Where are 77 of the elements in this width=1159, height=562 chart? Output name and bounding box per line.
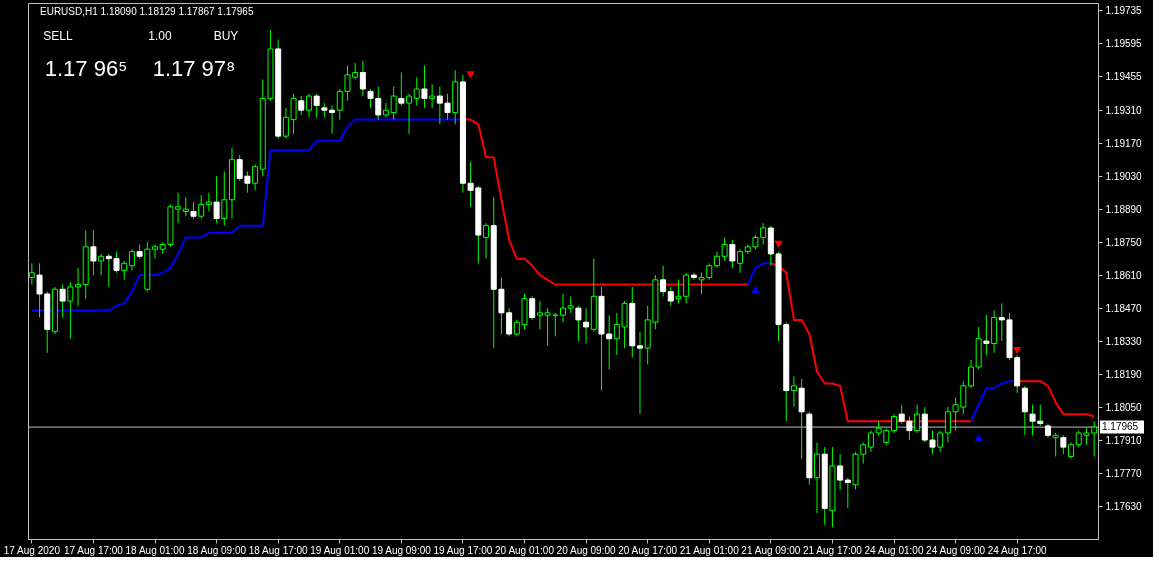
annotation: SELL <box>43 29 73 43</box>
candlestick <box>75 267 82 307</box>
y-tick-label: 1.19455 <box>1105 70 1143 82</box>
candlestick <box>583 307 590 344</box>
y-tick-label: 1.19170 <box>1105 137 1143 149</box>
annotation: BUY <box>213 29 239 43</box>
annotation: 1.17 96⁵ <box>44 56 128 81</box>
point <box>974 434 983 442</box>
x-tick-label: 20 Aug 09:00 <box>556 544 616 556</box>
candlestick <box>305 93 312 118</box>
candlestick <box>406 93 413 135</box>
candlestick <box>914 404 921 434</box>
candlestick <box>67 281 74 340</box>
candlestick <box>28 262 35 286</box>
candlestick <box>221 170 228 227</box>
candlestick <box>560 293 566 323</box>
candlestick <box>737 248 744 274</box>
chart-title: EURUSD,H1 1.18090 1.18129 1.17867 1.17965 <box>40 6 254 17</box>
x-tick-label: 24 Aug 09:00 <box>926 544 986 556</box>
candlestick <box>359 60 366 97</box>
x-tick-label: 20 Aug 01:00 <box>495 544 555 556</box>
candlestick <box>429 83 436 109</box>
candlestick <box>128 248 135 271</box>
point <box>1012 346 1022 355</box>
candlestick <box>937 430 944 453</box>
candlestick <box>483 222 490 260</box>
y-tick-label: 1.19595 <box>1105 37 1143 49</box>
y-tick-label: 1.17910 <box>1105 434 1143 446</box>
x-tick-label: 21 Aug 01:00 <box>679 544 740 556</box>
ref-line-label: 1.17965 <box>1102 421 1139 433</box>
candlestick <box>252 163 259 191</box>
x-tick-label: 19 Aug 17:00 <box>433 544 493 556</box>
candlestick <box>198 194 205 220</box>
x-tick-label: 21 Aug 17:00 <box>802 544 863 556</box>
candlestick <box>891 413 898 434</box>
y-tick-label: 1.18750 <box>1105 236 1143 248</box>
x-tick-label: 19 Aug 09:00 <box>371 544 432 556</box>
x-tick-label: 18 Aug 17:00 <box>248 544 309 556</box>
candlestick <box>313 93 320 118</box>
x-tick-label: 18 Aug 09:00 <box>187 544 247 556</box>
x-tick-label: 17 Aug 2020 <box>3 544 61 556</box>
candlestick <box>814 441 821 514</box>
y-tick-label: 1.18050 <box>1105 401 1143 413</box>
x-tick-label: 20 Aug 17:00 <box>618 544 678 556</box>
y-tick-label: 1.18610 <box>1105 269 1143 281</box>
candlestick <box>182 196 189 217</box>
candlestick <box>152 243 159 260</box>
y-tick-label: 1.18330 <box>1105 335 1143 347</box>
candlestick <box>413 76 420 106</box>
x-tick-label: 17 Aug 17:00 <box>63 544 124 556</box>
annotation: 1.17 97⁸ <box>152 56 236 81</box>
x-tick-label: 24 Aug 17:00 <box>987 544 1048 556</box>
point <box>751 285 760 293</box>
x-tick-label: 19 Aug 01:00 <box>310 544 370 556</box>
candlestick <box>205 192 212 213</box>
candlestick <box>1021 385 1028 436</box>
x-tick-label: 21 Aug 09:00 <box>741 544 801 556</box>
candlestick <box>636 331 643 415</box>
x-tick-label: 18 Aug 01:00 <box>125 544 185 556</box>
candlestick <box>790 375 797 408</box>
y-tick-label: 1.17770 <box>1105 467 1143 479</box>
y-tick-label: 1.18890 <box>1105 203 1143 215</box>
annotation: 1.00 <box>148 29 172 43</box>
x-tick-label: 24 Aug 01:00 <box>864 544 924 556</box>
candlestick <box>98 253 105 276</box>
y-tick-label: 1.19310 <box>1105 104 1143 116</box>
candlestick <box>1052 432 1059 458</box>
y-tick-label: 1.18470 <box>1105 302 1143 314</box>
candlestick <box>967 359 974 389</box>
y-tick-label: 1.17630 <box>1105 500 1143 512</box>
point <box>466 71 475 79</box>
y-tick-label: 1.18190 <box>1105 368 1143 380</box>
point <box>774 240 783 249</box>
y-tick-label: 1.19735 <box>1105 4 1143 16</box>
y-tick-label: 1.19030 <box>1105 170 1143 182</box>
candlestick <box>721 236 728 262</box>
candlestick <box>121 260 128 281</box>
